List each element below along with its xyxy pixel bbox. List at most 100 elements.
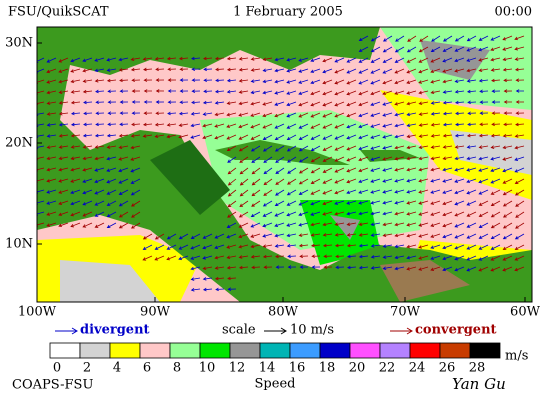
wind-arrow <box>334 243 345 248</box>
legend-scale-value: 10 m/s <box>290 323 334 338</box>
wind-arrow <box>94 156 105 161</box>
colorbar-box <box>289 342 321 359</box>
wind-arrow <box>514 167 525 173</box>
wind-arrow <box>466 222 477 228</box>
wind-arrow <box>322 90 333 96</box>
wind-arrow <box>70 189 81 194</box>
wind-arrow <box>239 189 249 197</box>
wind-arrow <box>250 244 261 249</box>
wind-arrow <box>274 123 285 129</box>
wind-arrow <box>322 112 333 118</box>
wind-arrow <box>406 178 417 183</box>
wind-arrow <box>406 134 417 139</box>
wind-arrow <box>46 134 57 138</box>
wind-arrow <box>514 67 525 72</box>
wind-arrow <box>502 200 513 207</box>
wind-arrow <box>334 222 345 227</box>
wind-arrow <box>502 189 513 196</box>
wind-arrow <box>298 68 309 73</box>
wind-arrow <box>251 178 261 186</box>
wind-arrow <box>310 134 321 140</box>
wind-arrow <box>406 90 417 95</box>
wind-arrow <box>167 67 177 72</box>
wind-arrow <box>58 134 69 138</box>
wind-arrow <box>46 145 57 149</box>
wind-arrow <box>178 233 189 240</box>
wind-arrow <box>478 145 489 149</box>
wind-arrow <box>94 145 105 149</box>
wind-arrow <box>37 79 45 84</box>
wind-arrow <box>274 211 285 217</box>
wind-arrow <box>298 90 309 96</box>
wind-arrow <box>83 111 93 116</box>
wind-arrow <box>238 134 249 140</box>
wind-arrow <box>382 178 393 183</box>
wind-arrow <box>418 167 429 172</box>
wind-arrow <box>478 35 489 41</box>
wind-arrow <box>202 112 213 116</box>
wind-arrow <box>155 67 165 72</box>
wind-arrow <box>382 68 393 74</box>
wind-arrow <box>335 265 345 270</box>
wind-arrow <box>430 222 441 227</box>
wind-arrow <box>58 122 69 127</box>
wind-arrow <box>406 255 417 260</box>
wind-arrow <box>298 243 309 248</box>
wind-arrow <box>394 46 405 53</box>
wind-arrow <box>323 265 333 269</box>
wind-arrow <box>203 78 213 83</box>
wind-arrow <box>227 276 237 281</box>
wind-arrow <box>370 90 381 96</box>
wind-arrow <box>370 255 381 259</box>
wind-arrow <box>250 79 261 83</box>
colorbar-title: Speed <box>255 377 296 392</box>
colorbar-unit: m/s <box>505 349 528 364</box>
wind-arrow <box>515 89 525 93</box>
wind-arrow <box>70 167 81 172</box>
wind-arrow <box>503 78 513 83</box>
wind-arrow <box>490 133 501 138</box>
wind-arrow <box>119 100 129 104</box>
wind-arrow <box>262 222 273 228</box>
lat-label: 20N <box>5 136 33 151</box>
wind-arrow <box>191 89 201 93</box>
colorbar-tick: 24 <box>409 361 426 376</box>
lon-label: 100W <box>18 305 57 320</box>
colorbar-box <box>349 342 381 359</box>
wind-arrow <box>262 112 273 118</box>
wind-arrow <box>250 134 261 140</box>
wind-arrow <box>106 78 117 83</box>
wind-arrow <box>286 200 297 206</box>
wind-arrow <box>227 167 237 175</box>
wind-arrow <box>251 167 261 175</box>
wind-arrow <box>238 211 249 218</box>
wind-arrow <box>154 255 165 261</box>
wind-arrow <box>430 79 441 84</box>
wind-arrow <box>202 255 213 260</box>
wind-arrow <box>250 222 261 228</box>
wind-arrow <box>394 222 405 227</box>
wind-arrow <box>227 287 237 291</box>
colorbar-box <box>259 342 291 359</box>
wind-arrow <box>455 122 465 127</box>
colorbar-box <box>469 342 501 359</box>
wind-arrow <box>358 134 369 140</box>
wind-arrow <box>250 145 261 152</box>
wind-arrow <box>382 167 393 172</box>
wind-arrow <box>406 200 417 205</box>
wind-arrow <box>322 178 333 184</box>
wind-arrow <box>370 57 381 63</box>
colorbar-tick: 6 <box>143 361 151 376</box>
lon-label: 70W <box>390 305 421 320</box>
wind-arrow <box>70 100 81 105</box>
wind-arrow <box>490 244 501 250</box>
wind-arrow <box>454 156 465 161</box>
wind-arrow <box>37 189 45 194</box>
wind-arrow <box>370 167 381 172</box>
wind-arrow <box>82 79 93 83</box>
wind-arrow <box>358 200 369 205</box>
wind-arrow <box>394 79 405 85</box>
wind-arrow <box>370 211 381 216</box>
wind-arrow <box>502 266 513 272</box>
wind-arrow <box>251 200 261 207</box>
